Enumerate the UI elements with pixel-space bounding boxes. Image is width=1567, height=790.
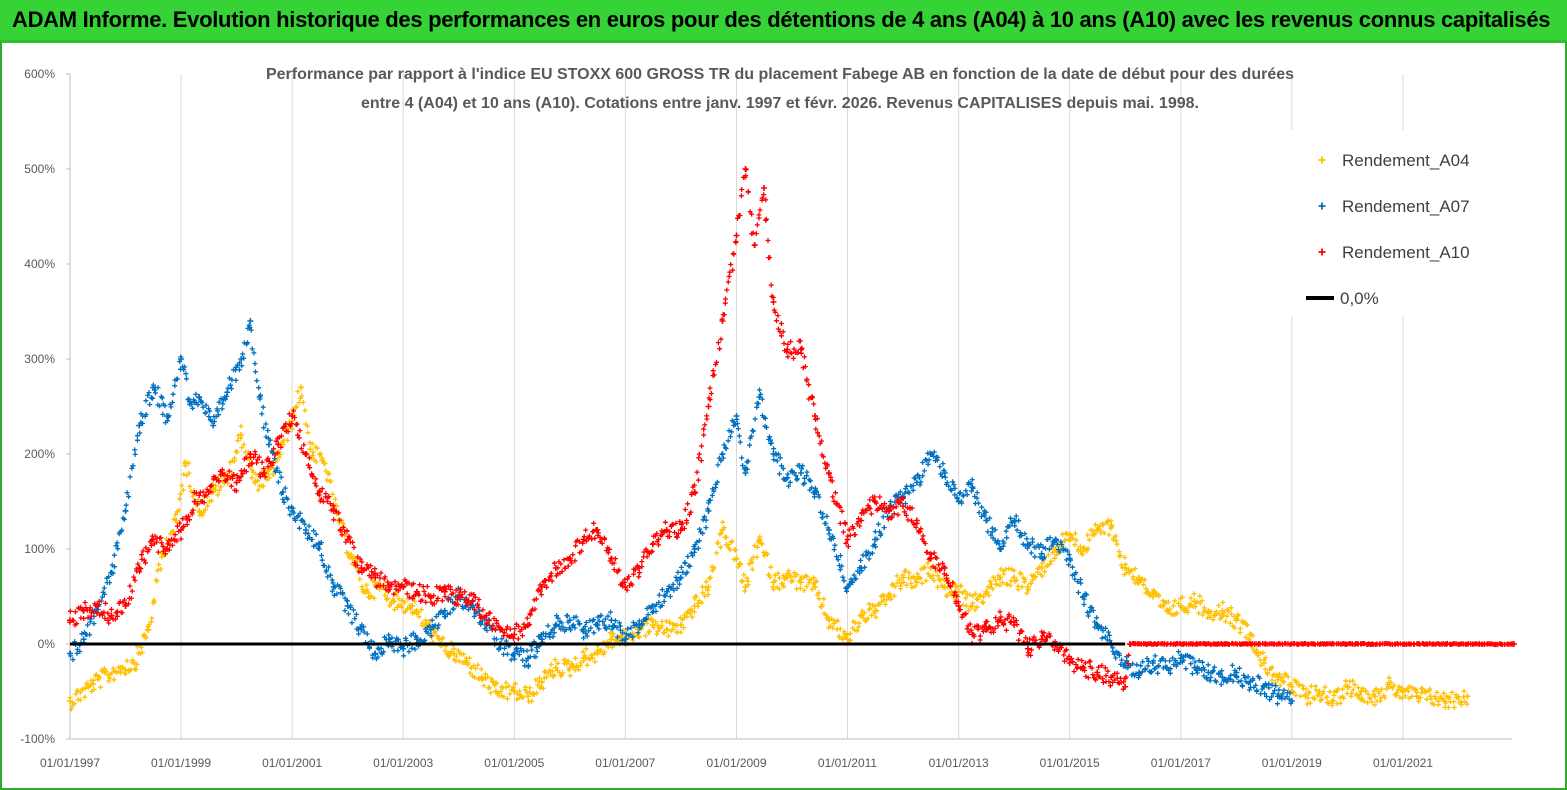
y-tick-label: 300% [24,352,55,366]
x-tick-label: 01/01/2021 [1373,756,1433,770]
data-point [1038,636,1045,643]
scatter-cloud [67,167,1515,692]
data-point [136,422,143,429]
y-tick-label: 600% [24,67,55,81]
data-point [307,446,314,453]
x-tick-label: 01/01/2015 [1040,756,1100,770]
data-point [858,517,865,524]
chart-frame [0,40,1567,790]
x-tick-label: 01/01/2003 [373,756,433,770]
x-tick-label: 01/01/2011 [818,756,877,770]
y-axis-ticks: -100% 0% 100% 200% 300% 400% 500% 600% [20,67,71,746]
y-tick-label: 0% [38,637,56,651]
data-point [677,574,684,581]
banner-title: ADAM Informe. Evolution historique des p… [0,0,1567,40]
x-tick-label: 01/01/2017 [1151,756,1211,770]
x-tick-label: 01/01/2005 [484,756,544,770]
x-tick-label: 01/01/1999 [151,756,211,770]
x-tick-label: 01/01/2007 [595,756,655,770]
legend-box [1281,130,1511,316]
y-tick-label: 500% [24,162,55,176]
data-point [705,403,712,410]
chart-title-line1: Performance par rapport à l'indice EU ST… [266,66,1294,83]
data-point [733,232,740,239]
legend-marker [1318,248,1326,256]
chart-marks [67,166,1518,712]
data-point [427,626,434,633]
data-point [450,650,457,657]
data-point [742,470,749,476]
scatter-cloud [68,322,1294,707]
x-tick-label: 01/01/2001 [262,756,322,770]
x-tick-label: 01/01/2013 [929,756,989,770]
y-tick-label: 200% [24,447,55,461]
data-point [811,584,818,590]
chart-gridlines [69,74,1404,739]
legend-marker [1318,156,1326,164]
y-tick-label: 100% [24,542,55,556]
y-tick-label: -100% [20,732,55,746]
series-rendement-a10 [67,166,1518,692]
data-point [455,593,462,600]
data-point [913,579,920,586]
x-tick-label: 01/01/2009 [706,756,766,770]
data-point [525,693,532,700]
data-point [233,479,240,486]
legend-label: Rendement_A07 [1342,197,1470,216]
data-point [191,498,198,505]
data-point [900,503,907,510]
series-rendement-a04 [67,384,1471,712]
data-point [1038,550,1045,557]
legend-label: 0,0% [1340,289,1379,308]
data-point [247,318,254,324]
data-point [742,584,749,590]
legend-label: Rendement_A10 [1342,243,1470,262]
data-point [941,565,948,571]
data-point [441,588,448,595]
x-tick-label: 01/01/1997 [40,756,100,770]
legend: Rendement_A04 Rendement_A07 Rendement_A10 0… [1281,130,1511,316]
scatter-cloud [67,384,1470,712]
series-rendement-a07 [67,318,1295,707]
legend-label: Rendement_A04 [1342,151,1470,170]
y-tick-label: 400% [24,257,55,271]
x-tick-label: 01/01/2019 [1262,756,1322,770]
x-axis-ticks: 01/01/1997 01/01/1999 01/01/2001 01/01/2003… [40,738,1512,770]
data-point [552,664,559,671]
data-point [1464,693,1471,700]
data-point [265,441,272,448]
chart-title-line2: entre 4 (A04) et 10 ans (A10). Cotations… [361,95,1199,112]
data-point [210,422,217,429]
data-point [275,441,282,448]
legend-marker [1318,202,1326,210]
data-point [761,185,768,191]
